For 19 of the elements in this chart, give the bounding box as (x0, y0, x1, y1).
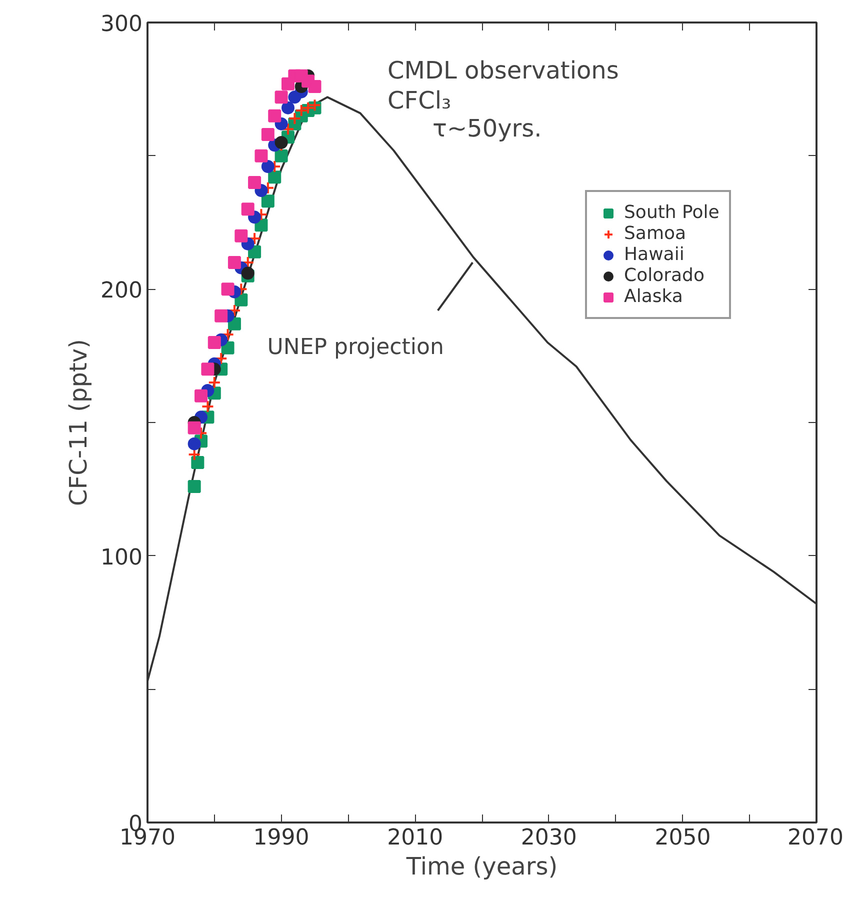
legend-label: South Pole (624, 202, 720, 223)
x-tick-label: 1990 (253, 826, 310, 850)
y-axis-title: CFC-11 (pptv) (64, 339, 93, 506)
x-tick-label: 2010 (387, 826, 444, 850)
x-tick-label: 2050 (654, 826, 711, 850)
x-tick-label: 2070 (788, 826, 843, 850)
x-tick-label: 2030 (520, 826, 577, 850)
legend-label: Hawaii (624, 244, 684, 265)
annotation: UNEP projection (267, 334, 444, 360)
legend-label: Colorado (624, 265, 704, 286)
x-axis-title: Time (years) (405, 852, 558, 880)
y-tick-label: 300 (100, 12, 143, 37)
legend-label: Samoa (624, 223, 686, 244)
annotation: CMDL observations (388, 56, 619, 84)
annotation: CFCl₃ (388, 86, 452, 114)
y-tick-label: 100 (100, 545, 143, 570)
y-tick-label: 200 (100, 278, 143, 304)
legend-label: Alaska (624, 286, 683, 307)
annotation: τ~50yrs. (432, 114, 542, 142)
